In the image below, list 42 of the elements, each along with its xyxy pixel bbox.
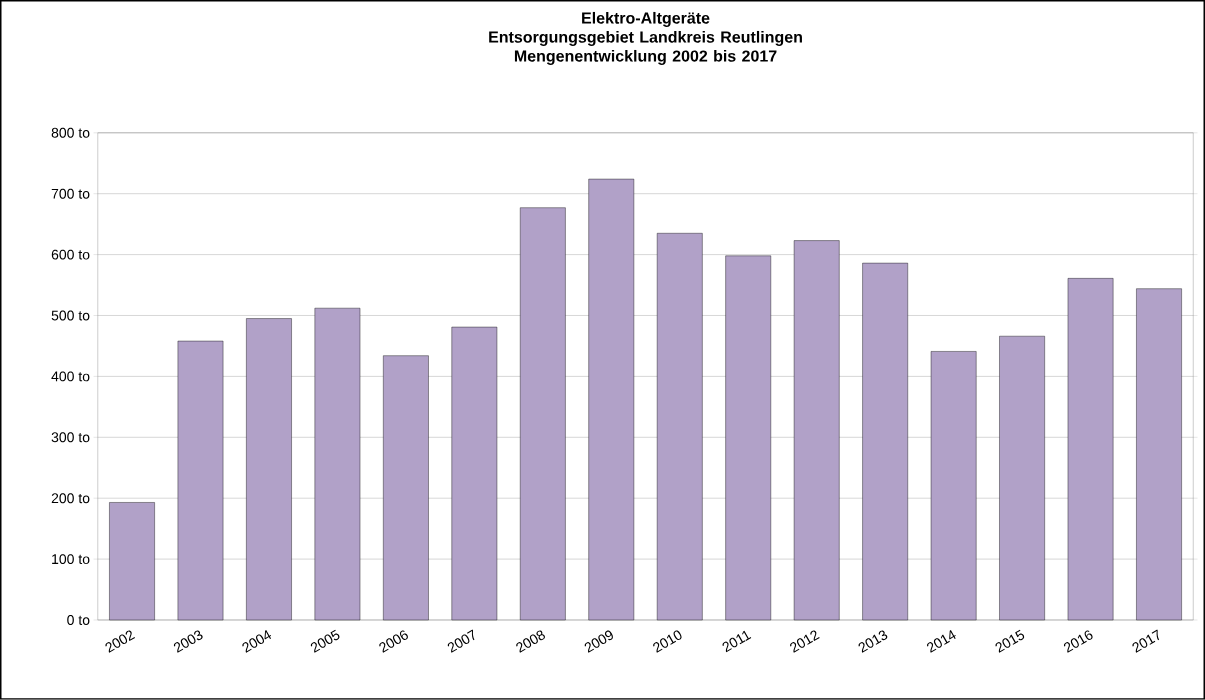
x-tick-label: 2010 bbox=[653, 630, 682, 653]
bar bbox=[109, 502, 155, 621]
y-tick-label: 800 to bbox=[51, 127, 90, 138]
x-tick-label: 2003 bbox=[173, 630, 203, 653]
bar bbox=[383, 355, 429, 621]
bar bbox=[793, 240, 840, 621]
y-tick-label: 300 to bbox=[51, 432, 90, 443]
x-tick-label: 2017 bbox=[1132, 629, 1160, 653]
y-tick-label: 100 to bbox=[52, 554, 90, 565]
x-tick-label: 2006 bbox=[379, 630, 408, 653]
bar bbox=[177, 340, 224, 621]
bar bbox=[999, 336, 1045, 621]
bar bbox=[246, 318, 292, 621]
x-tick-label: 2002 bbox=[105, 630, 136, 653]
bar bbox=[588, 178, 635, 621]
bar bbox=[314, 308, 361, 621]
bar bbox=[520, 207, 566, 621]
y-tick-label: 400 to bbox=[51, 371, 90, 382]
bar bbox=[930, 351, 977, 621]
x-tick-label: 2005 bbox=[310, 629, 340, 653]
x-tick-label: 2009 bbox=[584, 630, 613, 653]
x-tick-label: 2015 bbox=[995, 629, 1025, 653]
x-tick-label: 2004 bbox=[242, 630, 272, 653]
bar bbox=[656, 233, 703, 621]
y-tick-label: 0 to bbox=[67, 615, 90, 626]
y-tick-label: 600 to bbox=[51, 249, 90, 260]
x-tick-label: 2008 bbox=[516, 630, 545, 653]
chart-title: Elektro-Altgeräte bbox=[582, 12, 710, 28]
chart-subtitle: Entsorgungsgebiet Landkreis Reutlingen Mengenentwicklung 2002 bis 2017 bbox=[489, 31, 802, 66]
bar bbox=[451, 326, 498, 621]
bar bbox=[1136, 288, 1182, 621]
bar bbox=[862, 263, 908, 621]
x-tick-label: 2012 bbox=[790, 630, 820, 653]
bar bbox=[1067, 278, 1114, 621]
x-tick-label: 2011 bbox=[722, 630, 752, 653]
bar bbox=[725, 255, 772, 621]
y-tick-label: 500 to bbox=[51, 310, 90, 321]
y-tick-label: 200 to bbox=[51, 493, 90, 504]
x-tick-label: 2013 bbox=[858, 630, 888, 653]
x-tick-label: 2016 bbox=[1063, 630, 1093, 653]
x-tick-label: 2014 bbox=[927, 630, 956, 653]
y-tick-label: 700 to bbox=[51, 188, 90, 199]
